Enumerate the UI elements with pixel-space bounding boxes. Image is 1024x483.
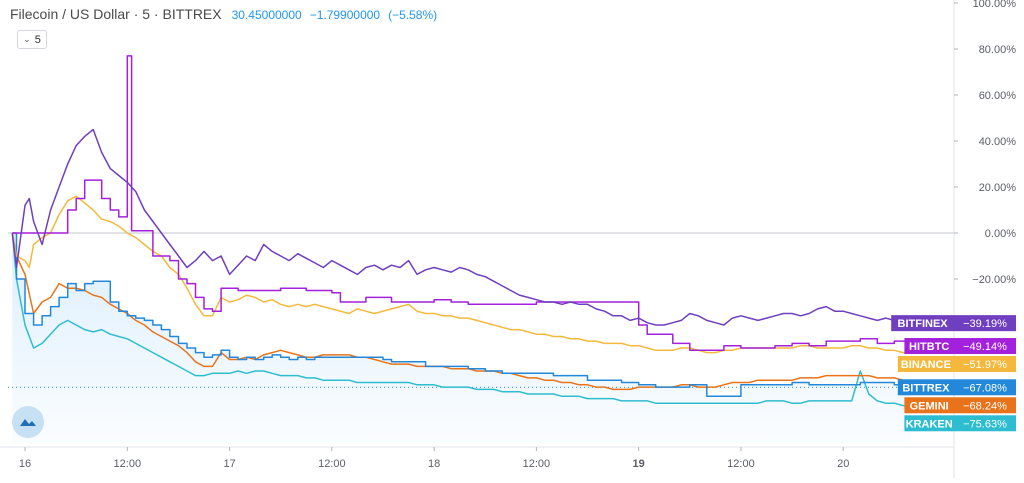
series-name-tag [904,338,954,355]
main-series-area [8,233,954,443]
series-value-tag [954,356,1016,373]
series-value-text: −75.63% [963,418,1007,430]
x-tick-label: 12:00 [318,458,346,470]
series-line-gemini [11,232,912,391]
x-tick-label: 17 [223,458,235,470]
series-name-tag [891,315,954,332]
series-line-bittrex [12,232,913,398]
price-values: 30.45000000 −1.79900000 (−5.58%) [232,8,438,22]
interval-toggle-button[interactable]: ⌄ 5 [17,30,47,49]
chevron-down-icon: ⌄ [23,34,31,44]
series-value-text: −51.97% [963,359,1007,371]
series-name-tag [904,415,954,432]
series-value-text: −39.19% [963,318,1007,330]
series-line-kraken [11,232,912,408]
value-label-binance: BINANCE −51.97% [897,356,1016,373]
x-tick-label: 19 [633,458,645,470]
series-name-text: BITFINEX [898,318,949,330]
y-tick-label: 40.00% [979,136,1017,148]
chart-legend: Filecoin / US Dollar · 5 · BITTREX 30.45… [10,6,437,28]
value-label-bittrex: BITTREX −67.08% [897,379,1016,396]
series-value-text: −68.24% [963,400,1007,412]
series-line-hitbtc [12,55,913,352]
tradingview-logo-icon[interactable] [12,406,44,438]
value-label-gemini: GEMINI −68.24% [904,397,1016,414]
y-tick-label: 60.00% [979,90,1017,102]
series-name-text: HITBTC [909,341,949,353]
symbol-title[interactable]: Filecoin / US Dollar · 5 · BITTREX [10,6,222,22]
series-value-text: −67.08% [963,382,1007,394]
series-value-tag [954,379,1016,396]
y-tick-label: 20.00% [979,182,1017,194]
series-value-text: −49.14% [963,341,1007,353]
series-name-text: BITTREX [902,382,950,394]
x-tick-label: 20 [837,458,849,470]
series-line-bitfinex [11,128,912,326]
x-tick-label: 12:00 [727,458,755,470]
interval-label: 5 [34,33,41,46]
y-tick-label: 100.00% [973,0,1017,10]
value-label-hitbtc: HITBTC −49.14% [904,338,1016,355]
price-change-percent: (−5.58%) [388,8,438,22]
x-tick-label: 12:00 [114,458,142,470]
series-value-tag [954,397,1016,414]
series-value-tag [954,315,1016,332]
series-name-text: GEMINI [910,400,949,412]
series-name-text: BINANCE [901,359,951,371]
last-price: 30.45000000 [231,8,302,22]
series-name-text: KRAKEN [906,418,953,430]
series-lines [11,55,913,408]
x-tick-label: 18 [428,458,440,470]
y-tick-label: 0.00% [985,228,1016,240]
price-change: −1.79900000 [309,8,381,22]
x-tick-label: 12:00 [523,458,551,470]
series-value-tag [954,338,1016,355]
bittrex-area-fill [12,233,912,443]
series-value-tag [954,415,1016,432]
y-tick-label: −20.00% [972,274,1016,286]
y-tick-label: 80.00% [979,44,1017,56]
series-name-tag [897,379,954,396]
series-value-labels: BITFINEX −39.19% HITBTC −49.14% BINANCE −51.9… [891,315,1016,432]
series-name-tag [897,356,954,373]
series-name-tag [904,397,954,414]
value-label-bitfinex: BITFINEX −39.19% [891,315,1016,332]
x-tick-label: 16 [19,458,31,470]
cloud-icon [20,419,36,426]
value-label-kraken: KRAKEN −75.63% [904,415,1016,432]
